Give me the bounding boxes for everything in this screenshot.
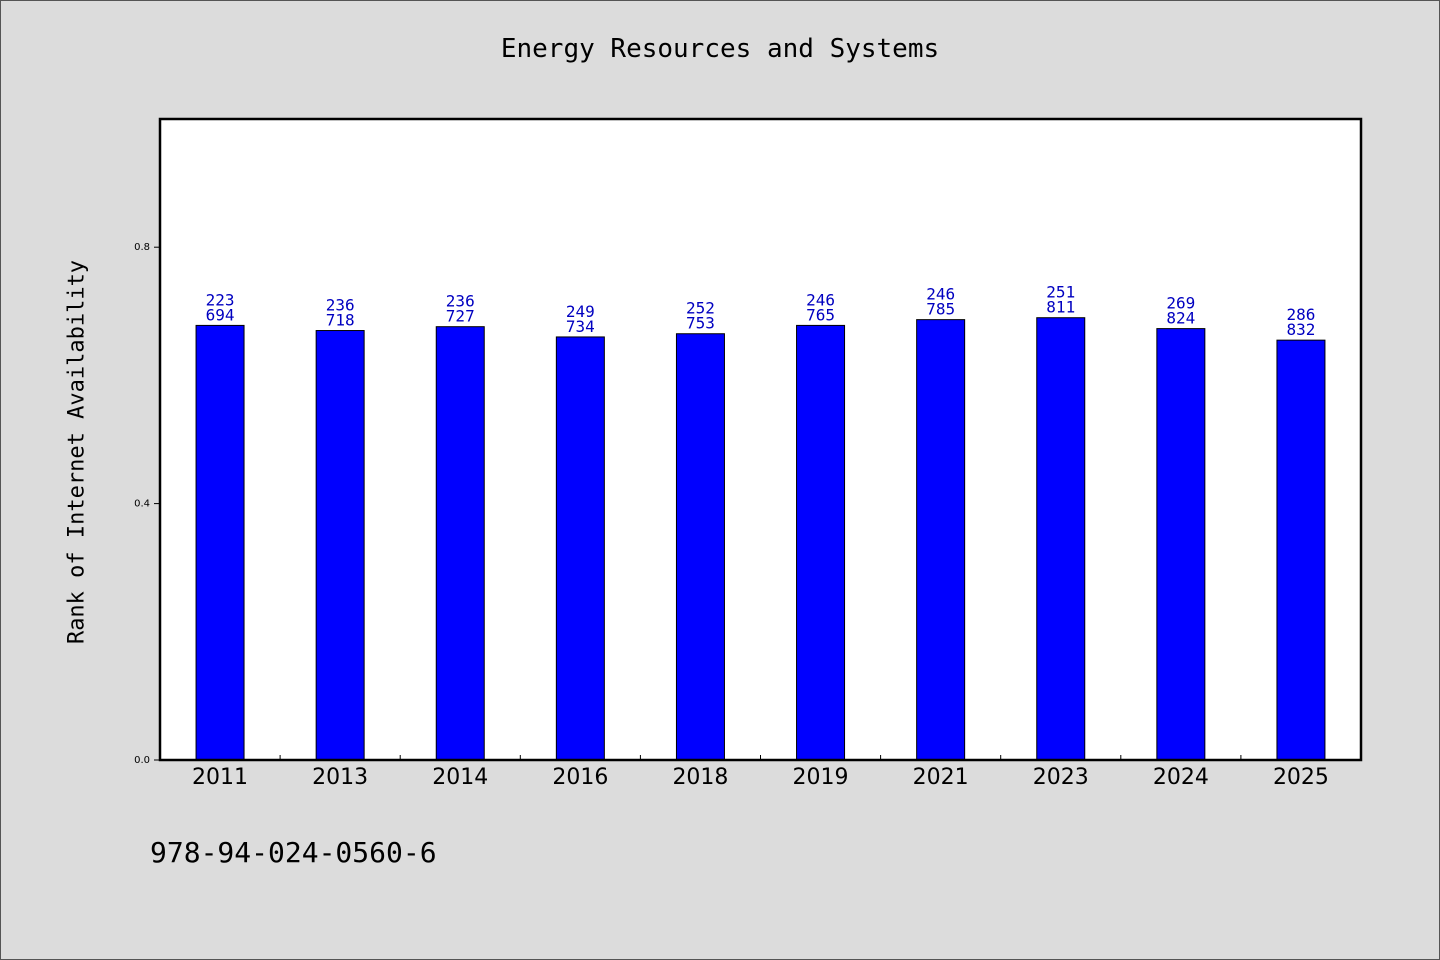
isbn-text: 978-94-024-0560-6 xyxy=(150,836,437,869)
y-tick-label-0.4: 0.4 xyxy=(134,499,150,510)
bar-2025 xyxy=(1276,339,1326,761)
data-label-2016-bottom: 734 xyxy=(566,317,595,336)
data-label-2021-top: 246 xyxy=(926,285,955,304)
data-label-2018-top: 252 xyxy=(686,299,715,318)
data-label-2011-top: 223 xyxy=(206,290,235,309)
data-label-2013-top: 236 xyxy=(326,296,355,315)
x-tick-label-2018: 2018 xyxy=(672,765,728,790)
x-tick-label-2023: 2023 xyxy=(1033,765,1089,790)
data-label-2014-bottom: 727 xyxy=(446,307,475,326)
data-label-2023-top: 251 xyxy=(1046,283,1075,302)
x-tick-label-2019: 2019 xyxy=(793,765,849,790)
x-tick-label-2021: 2021 xyxy=(913,765,969,790)
x-tick-label-2024: 2024 xyxy=(1153,765,1209,790)
data-label-2019-bottom: 765 xyxy=(806,305,835,324)
plot-border xyxy=(158,117,1363,762)
data-label-2025-top: 286 xyxy=(1286,305,1315,324)
bar-2023 xyxy=(1036,317,1086,761)
x-tick-label-2025: 2025 xyxy=(1273,765,1329,790)
bar-2011 xyxy=(195,324,245,761)
data-label-2025-bottom: 832 xyxy=(1286,320,1315,339)
data-label-2023-bottom: 811 xyxy=(1046,298,1075,317)
data-label-2021-bottom: 785 xyxy=(926,300,955,319)
data-label-2014-top: 236 xyxy=(446,292,475,311)
bar-2014 xyxy=(435,326,485,761)
bar-2016 xyxy=(555,336,605,761)
data-label-2016-top: 249 xyxy=(566,302,595,321)
x-tick-label-2011: 2011 xyxy=(192,765,248,790)
x-tick-label-2013: 2013 xyxy=(312,765,368,790)
y-tick-label-0.8: 0.8 xyxy=(134,242,150,253)
bar-2021 xyxy=(916,319,966,761)
data-label-2024-top: 269 xyxy=(1166,294,1195,313)
x-tick-label-2014: 2014 xyxy=(432,765,488,790)
data-label-2013-bottom: 718 xyxy=(326,311,355,330)
data-label-2011-bottom: 694 xyxy=(206,305,235,324)
bar-2013 xyxy=(315,330,365,761)
x-tick-label-2016: 2016 xyxy=(552,765,608,790)
bar-2024 xyxy=(1156,328,1206,761)
bar-2019 xyxy=(796,324,846,761)
data-label-2024-bottom: 824 xyxy=(1166,309,1195,328)
y-tick-label-0.0: 0.0 xyxy=(134,755,150,766)
chart-title: Energy Resources and Systems xyxy=(500,34,940,64)
axis-layer: 2011 2013 2014 2016 2018 2019 2021 2023 2024 2025… xyxy=(134,242,1329,790)
data-label-2018-bottom: 753 xyxy=(686,314,715,333)
bar-2018 xyxy=(675,333,725,761)
data-label-2019-top: 246 xyxy=(806,290,835,309)
